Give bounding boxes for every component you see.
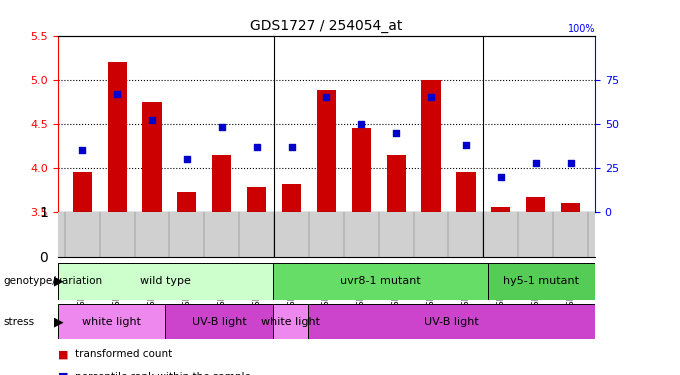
Bar — [491, 207, 511, 212]
Text: stress: stress — [3, 316, 35, 327]
Bar — [273, 304, 309, 339]
Text: white light: white light — [82, 316, 141, 327]
Point — [460, 142, 471, 148]
Text: UV-B light: UV-B light — [192, 316, 246, 327]
Text: transformed count: transformed count — [75, 350, 172, 359]
Point — [286, 144, 297, 150]
Text: percentile rank within the sample: percentile rank within the sample — [75, 372, 251, 375]
Point — [356, 121, 367, 127]
Text: wild type: wild type — [140, 276, 190, 286]
Bar — [142, 102, 162, 212]
Text: UV-B light: UV-B light — [424, 316, 479, 327]
Title: GDS1727 / 254054_at: GDS1727 / 254054_at — [250, 19, 403, 33]
Bar — [282, 184, 301, 212]
Bar — [58, 262, 273, 300]
Bar — [352, 128, 371, 212]
Bar — [386, 154, 406, 212]
Bar — [58, 304, 165, 339]
Bar — [526, 197, 545, 212]
Point — [77, 147, 88, 153]
Point — [426, 94, 437, 100]
Bar — [317, 90, 336, 212]
Text: ▶: ▶ — [54, 315, 63, 328]
Point — [565, 159, 576, 165]
Text: hy5-1 mutant: hy5-1 mutant — [503, 276, 579, 286]
Point — [182, 156, 192, 162]
Text: ■: ■ — [58, 350, 68, 359]
Bar — [561, 203, 580, 212]
Bar — [73, 172, 92, 212]
Bar — [273, 262, 488, 300]
Bar — [165, 304, 273, 339]
Text: ▶: ▶ — [54, 275, 63, 288]
Bar — [488, 262, 595, 300]
Text: white light: white light — [261, 316, 320, 327]
Bar — [309, 304, 595, 339]
Bar — [456, 172, 475, 212]
Text: genotype/variation: genotype/variation — [3, 276, 103, 286]
Point — [147, 117, 158, 123]
Text: uvr8-1 mutant: uvr8-1 mutant — [340, 276, 420, 286]
Text: ■: ■ — [58, 372, 68, 375]
Point — [112, 91, 122, 97]
Point — [391, 129, 402, 135]
Bar — [247, 187, 267, 212]
Bar — [212, 154, 231, 212]
Text: 100%: 100% — [568, 24, 595, 34]
Bar — [177, 192, 197, 212]
Bar — [107, 62, 126, 212]
Point — [216, 124, 227, 130]
Bar — [422, 80, 441, 212]
Point — [251, 144, 262, 150]
Point — [530, 159, 541, 165]
Point — [495, 174, 506, 180]
Point — [321, 94, 332, 100]
